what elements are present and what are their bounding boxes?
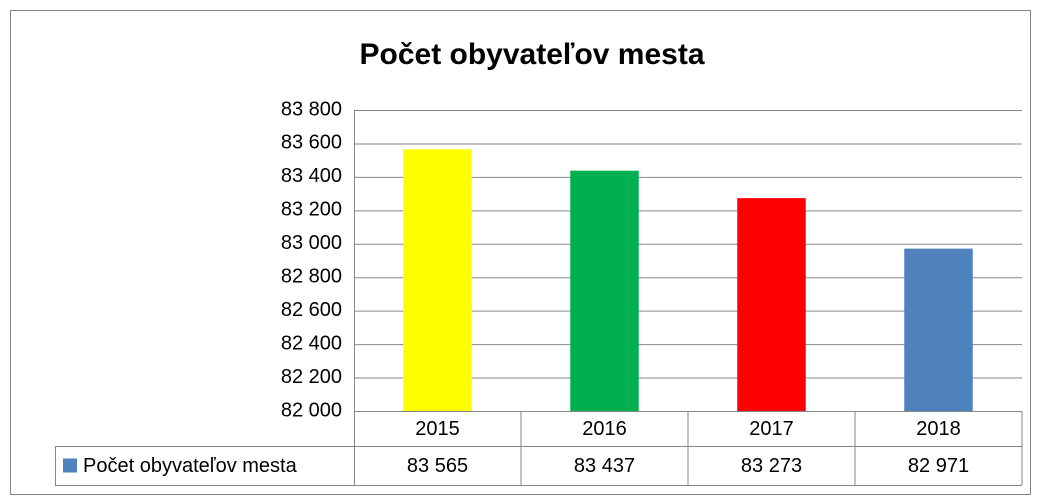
y-tick-label: 82 800 <box>281 266 342 288</box>
y-tick-label: 83 400 <box>281 165 342 187</box>
y-tick-label: 82 200 <box>281 366 342 388</box>
y-tick-label: 83 800 <box>281 98 342 120</box>
x-tick-label: 2015 <box>415 418 460 440</box>
table-value: 82 971 <box>908 455 969 477</box>
y-tick-label: 82 600 <box>281 299 342 321</box>
bar <box>570 170 639 411</box>
y-tick-label: 82 000 <box>281 399 342 421</box>
chart-title: Počet obyvateľov mesta <box>359 38 704 71</box>
table-value: 83 273 <box>741 455 802 477</box>
table-value: 83 565 <box>407 455 468 477</box>
y-tick-label: 83 600 <box>281 132 342 154</box>
y-tick-label: 83 000 <box>281 232 342 254</box>
legend-marker <box>63 458 77 473</box>
legend-label: Počet obyvateľov mesta <box>83 455 298 477</box>
y-tick-label: 83 200 <box>281 199 342 221</box>
x-tick-label: 2017 <box>749 418 794 440</box>
x-tick-label: 2018 <box>916 418 961 440</box>
bar <box>737 198 806 411</box>
x-tick-label: 2016 <box>582 418 627 440</box>
y-tick-label: 82 400 <box>281 332 342 354</box>
table-value: 83 437 <box>574 455 635 477</box>
bar <box>904 248 973 411</box>
bar <box>403 149 472 411</box>
